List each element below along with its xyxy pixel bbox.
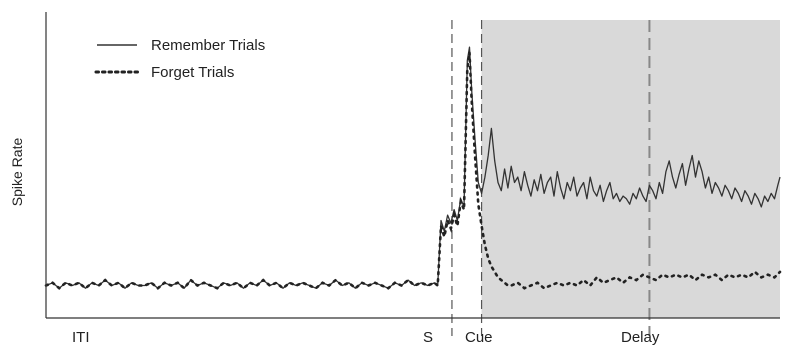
epoch-dividers — [451, 20, 651, 336]
series-layer — [44, 46, 782, 291]
epoch-label-delay: Delay — [621, 329, 660, 346]
shaded-region — [481, 20, 780, 318]
legend-label-remember: Remember Trials — [151, 37, 265, 54]
y-axis-label: Spike Rate — [9, 138, 25, 207]
epoch-labels: ITI S Cue Delay — [72, 329, 660, 346]
epoch-label-iti: ITI — [72, 329, 90, 346]
epoch-label-s: S — [423, 329, 433, 346]
series-line-forget — [44, 52, 782, 291]
legend-label-forget: Forget Trials — [151, 64, 234, 81]
epoch-label-cue: Cue — [465, 329, 493, 346]
legend: Remember Trials Forget Trials — [94, 37, 265, 81]
